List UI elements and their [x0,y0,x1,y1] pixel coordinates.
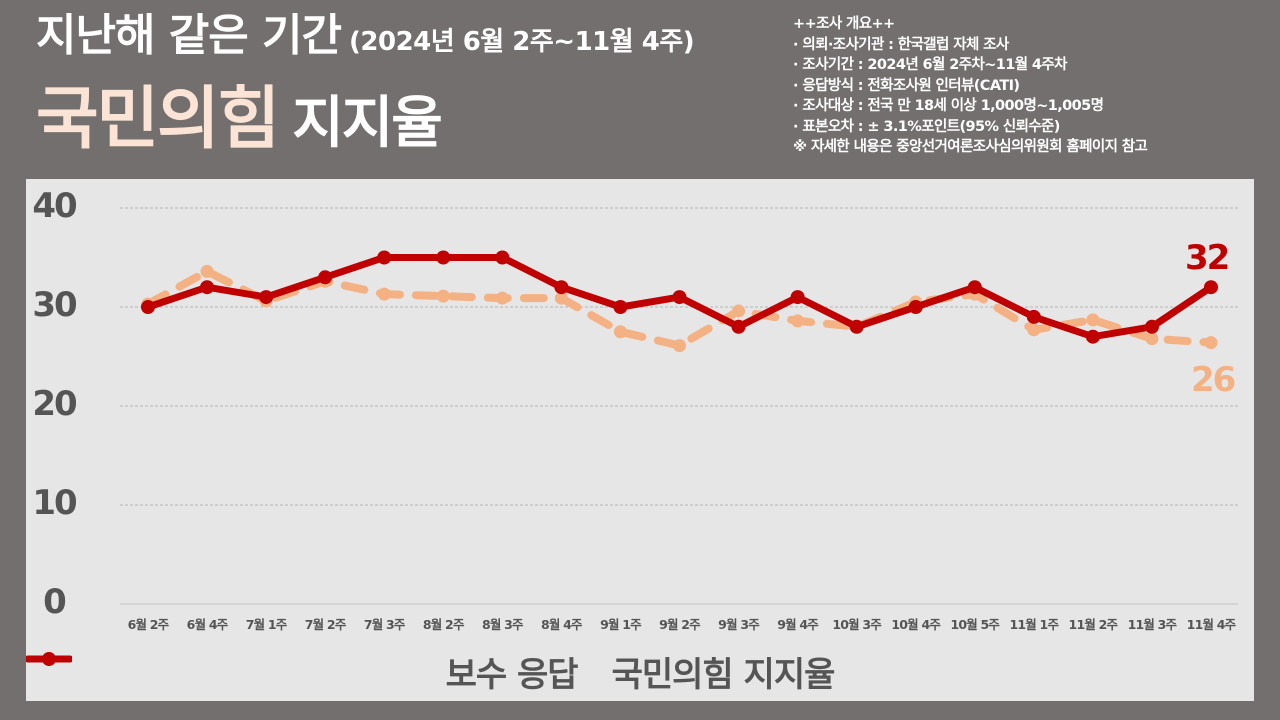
legend-item-party: 국민의힘 지지율 [26,647,836,696]
chart-title-line2: 국민의힘 지지율 [36,86,443,156]
x-tick-label: 8월 3주 [481,617,524,632]
survey-heading: ++조사 개요++ [793,16,895,32]
data-point-marker [673,339,686,353]
survey-note: ※ 자세한 내용은 중앙선거여론조사심의위원회 홈페이지 참고 [793,139,1148,155]
x-tick-label: 8월 2주 [422,617,465,632]
x-tick-label: 6월 4주 [186,617,229,632]
data-point-marker [377,287,391,301]
y-tick-label: 20 [32,384,77,424]
x-tick-label: 10월 3주 [832,617,881,632]
end-label-party: 32 [1185,238,1230,279]
data-point-marker [436,250,451,265]
x-tick-label: 11월 4주 [1186,617,1236,632]
data-point-marker [200,264,214,278]
legend-label-party: 국민의힘 지지율 [611,655,836,695]
x-tick-label: 9월 4주 [777,617,819,632]
x-tick-label: 9월 3주 [718,617,760,632]
data-point-marker [200,280,215,295]
line-chart-plot [120,207,1238,605]
data-point-marker [554,280,569,295]
y-tick-label: 40 [32,186,77,226]
data-point-marker [141,300,155,314]
data-point-marker [1086,313,1100,327]
x-tick-label: 10월 4주 [891,617,941,632]
survey-row-target: · 조사대상 : 전국 만 18세 이상 1,000명~1,005명 [793,98,1104,114]
data-point-marker [790,290,805,305]
y-tick-label: 0 [43,582,67,622]
chart-title-line1: 지난해 같은 기간 (2024년 6월 2주~11월 4주) [36,14,695,58]
title-party: 국민의힘 [36,80,280,159]
data-point-marker [1204,336,1218,350]
data-point-marker [495,250,510,265]
legend-label-conservative: 보수 응답 [445,655,579,695]
survey-overview: ++조사 개요++ · 의뢰·조사기관 : 한국갤럽 자체 조사 · 조사기간 … [793,14,1148,158]
data-point-marker [908,300,923,314]
data-point-marker [1144,319,1159,334]
data-point-marker [732,304,746,318]
data-point-marker [849,319,864,334]
y-tick-label: 10 [32,483,77,523]
data-point-marker [967,280,982,295]
data-point-marker [1145,332,1159,346]
survey-row-client: · 의뢰·조사기관 : 한국갤럽 자체 조사 [793,36,1009,53]
data-point-marker [672,290,687,305]
x-tick-label: 8월 4주 [541,617,583,632]
x-tick-label: 9월 2주 [659,617,701,632]
survey-row-error: · 표본오차 : ± 3.1%포인트(95% 신뢰수준) [793,118,1060,135]
data-point-marker [613,325,627,339]
legend-item-conservative: 보수 응답 [26,647,579,696]
x-tick-label: 6월 2주 [127,617,170,632]
survey-row-period: · 조사기간 : 2024년 6월 2주차~11월 4주차 [793,57,1067,73]
x-tick-label: 7월 2주 [304,617,347,632]
data-point-marker [318,270,333,285]
x-tick-label: 11월 2주 [1068,617,1118,632]
data-point-marker [1026,309,1041,324]
x-tick-label: 10월 5주 [950,617,1000,632]
data-point-marker [791,314,805,328]
data-point-marker [613,300,628,314]
data-point-marker [259,290,274,305]
data-point-marker [1204,280,1218,295]
survey-row-method: · 응답방식 : 전화조사원 인터뷰(CATI) [793,77,1020,94]
title-period: (2024년 6월 2주~11월 4주) [349,27,695,57]
x-tick-label: 7월 1주 [245,617,288,632]
data-point-marker [436,289,450,303]
x-tick-label: 11월 3주 [1127,617,1177,632]
title-metric: 지지율 [292,91,443,156]
x-tick-label: 9월 1주 [600,617,642,632]
data-point-marker [1085,329,1100,344]
x-tick-label: 7월 3주 [363,617,406,632]
data-point-marker [495,291,509,305]
data-point-marker [554,291,568,305]
chart-panel: 0 10 20 30 40 6월 2주 6월 4주 7월 1주 7월 2주 7월 3주 8월 2주… [26,179,1254,701]
chart-legend: 보수 응답 국민의힘 지지율 [26,647,1254,696]
y-tick-label: 30 [32,285,77,325]
end-label-conservative: 26 [1191,359,1236,400]
solid-line-marker-icon [26,652,72,666]
data-point-marker [377,250,392,265]
title-main: 지난해 같은 기간 [36,10,342,61]
x-tick-label: 11월 1주 [1009,617,1059,632]
data-point-marker [1027,323,1041,337]
data-point-marker [731,319,746,334]
